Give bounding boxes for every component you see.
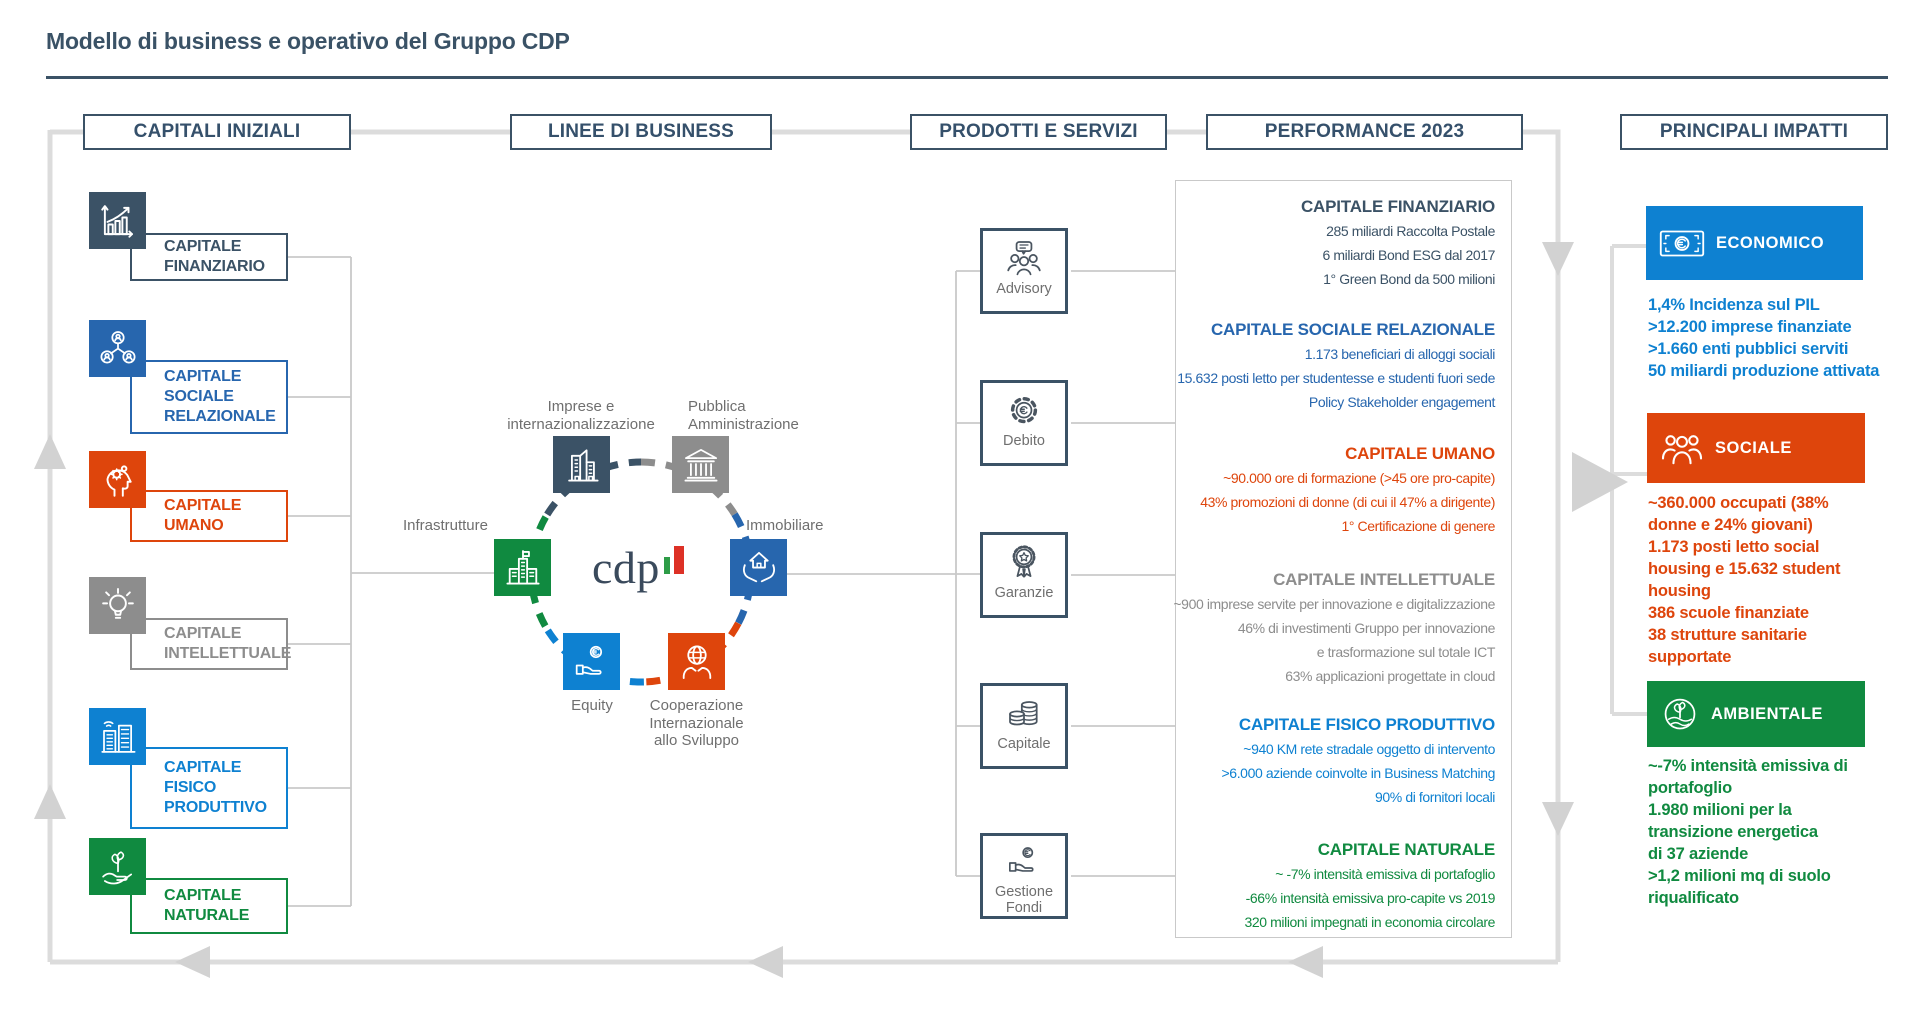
label-infrastrutture: Infrastrutture: [402, 517, 488, 534]
bar-chart-growth-icon: [89, 192, 146, 249]
smart-buildings-icon: [89, 708, 146, 765]
impact-economico-text: 1,4% Incidenza sul PIL >12.200 imprese f…: [1648, 296, 1880, 380]
title-divider: [46, 76, 1888, 79]
advisory-people-icon: [1003, 238, 1045, 280]
performance-capitale-umano: CAPITALE UMANO ~90.000 ore di formazione…: [1200, 444, 1495, 534]
performance-capitale-intellettuale: CAPITALE INTELLETTUALE ~900 imprese serv…: [1173, 570, 1495, 684]
hand-euro-icon: [1004, 843, 1044, 883]
company-buildings-icon: [553, 436, 610, 493]
impact-sociale-text: ~360.000 occupati (38% donne e 24% giova…: [1648, 494, 1841, 666]
capital-label-sociale-relazionale: CAPITALE SOCIALE RELAZIONALE: [130, 360, 288, 434]
performance-capitale-naturale: CAPITALE NATURALE ~ -7% intensità emissi…: [1244, 840, 1496, 930]
performance-capitale-finanziario: CAPITALE FINANZIARIO 285 miliardi Raccol…: [1300, 197, 1495, 287]
capital-label-umano: CAPITALE UMANO: [130, 490, 288, 542]
people-network-icon: [89, 320, 146, 377]
label-imprese: Imprese e internazionalizzazione: [507, 398, 655, 433]
column-header-prodotti-e-servizi: PRODOTTI E SERVIZI: [910, 114, 1167, 150]
product-debito: Debito: [980, 380, 1068, 466]
government-building-icon: [672, 436, 729, 493]
performance-capitale-sociale-relazionale: CAPITALE SOCIALE RELAZIONALE 1.173 benef…: [1177, 320, 1495, 410]
column-header-linee-di-business: LINEE DI BUSINESS: [510, 114, 772, 150]
impact-badge-sociale: SOCIALE: [1647, 413, 1865, 483]
rosette-star-icon: [1003, 542, 1045, 584]
impact-badge-economico: ECONOMICO: [1646, 206, 1863, 280]
impact-badge-ambientale: AMBIENTALE: [1647, 681, 1865, 747]
performance-panel: CAPITALE FINANZIARIO 285 miliardi Raccol…: [1173, 180, 1512, 938]
column-header-capitali-iniziali: CAPITALI INIZIALI: [83, 114, 351, 150]
gear-euro-icon: [1003, 390, 1045, 432]
label-cooperazione: Cooperazione Internazionale allo Svilupp…: [649, 697, 744, 749]
banknote-euro-icon: [1658, 225, 1706, 262]
head-gears-icon: [89, 451, 146, 508]
cdp-logo-red-bar: [674, 546, 684, 574]
performance-capitale-fisico-produttivo: CAPITALE FISICO PRODUTTIVO ~940 KM rete …: [1221, 715, 1496, 805]
page-title: Modello di business e operativo del Grup…: [46, 28, 570, 54]
impact-ambientale-text: ~-7% intensità emissiva di portafoglio 1…: [1648, 757, 1848, 907]
capital-label-fisico-produttivo: CAPITALE FISICO PRODUTTIVO: [130, 747, 288, 829]
label-pubblica-amministrazione: Pubblica Amministrazione: [688, 398, 799, 433]
column-header-principali-impatti: PRINCIPALI IMPATTI: [1620, 114, 1888, 150]
capital-label-naturale: CAPITALE NATURALE: [130, 878, 288, 934]
cdp-logo-green-bar: [664, 557, 670, 574]
label-equity: Equity: [571, 697, 613, 714]
capital-label-finanziario: CAPITALE FINANZIARIO: [130, 233, 288, 281]
hands-globe-icon: [668, 633, 725, 690]
product-garanzie: Garanzie: [980, 532, 1068, 618]
flag-building-icon: [494, 539, 551, 596]
lightbulb-icon: [89, 577, 146, 634]
product-advisory: Advisory: [980, 228, 1068, 314]
hand-sprout-icon: [89, 838, 146, 895]
capital-label-intellettuale: CAPITALE INTELLETTUALE: [130, 618, 291, 670]
product-gestione-fondi: Gestione Fondi: [980, 833, 1068, 919]
hands-house-icon: [730, 539, 787, 596]
cdp-logo: cdp: [592, 542, 660, 593]
label-immobiliare: Immobiliare: [746, 517, 824, 534]
coin-stacks-icon: [1003, 693, 1045, 735]
product-capitale: Capitale: [980, 683, 1068, 769]
people-group-icon: [1659, 429, 1705, 467]
hand-euro-icon: [563, 633, 620, 690]
column-header-performance-2023: PERFORMANCE 2023: [1206, 114, 1523, 150]
leaf-field-icon: [1659, 693, 1701, 735]
